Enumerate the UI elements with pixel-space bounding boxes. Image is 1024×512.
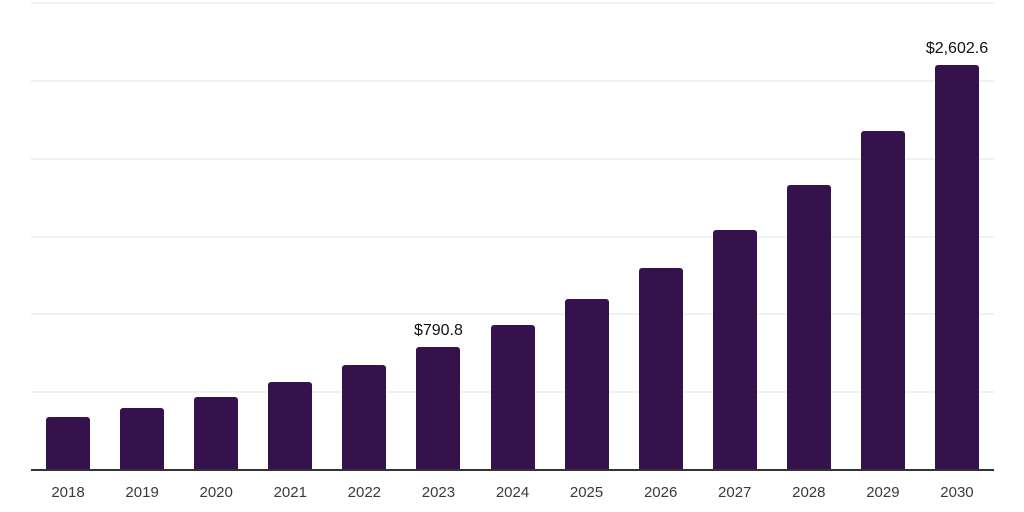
x-tick-label: 2024 bbox=[495, 484, 530, 501]
bar bbox=[342, 365, 387, 470]
x-tick-label: 2021 bbox=[273, 484, 307, 501]
bar bbox=[860, 130, 905, 470]
bar bbox=[46, 417, 91, 470]
bar bbox=[638, 268, 683, 470]
gridline bbox=[31, 157, 994, 160]
bar bbox=[268, 381, 313, 470]
x-tick-label: 2025 bbox=[569, 484, 604, 501]
bar-value-label: $2,602.6 bbox=[925, 39, 989, 57]
bar bbox=[564, 299, 609, 470]
gridline bbox=[31, 79, 994, 82]
bar bbox=[490, 324, 535, 470]
x-axis-line bbox=[31, 469, 994, 471]
x-tick-label: 2026 bbox=[643, 484, 678, 501]
bar bbox=[934, 64, 979, 470]
gridline bbox=[31, 313, 994, 316]
gridline bbox=[31, 235, 994, 238]
x-tick-label: 2027 bbox=[718, 484, 752, 501]
gridline bbox=[31, 2, 994, 4]
x-tick-label: 2028 bbox=[792, 484, 826, 501]
x-tick-label: 2023 bbox=[421, 484, 456, 501]
bar bbox=[120, 407, 165, 470]
bar bbox=[416, 346, 461, 470]
x-tick-label: 2020 bbox=[199, 484, 233, 501]
bar bbox=[786, 185, 831, 470]
bar-value-label: $790.8 bbox=[413, 321, 463, 339]
x-tick-label: 2019 bbox=[125, 484, 159, 501]
x-tick-label: 2018 bbox=[51, 484, 85, 501]
x-tick-label: 2029 bbox=[866, 484, 900, 501]
plot-area: $790.8 $2,602.6 bbox=[31, 2, 994, 470]
bar bbox=[712, 230, 757, 470]
x-tick-label: 2030 bbox=[940, 484, 974, 501]
bar bbox=[194, 396, 239, 470]
x-tick-label: 2022 bbox=[347, 484, 382, 501]
